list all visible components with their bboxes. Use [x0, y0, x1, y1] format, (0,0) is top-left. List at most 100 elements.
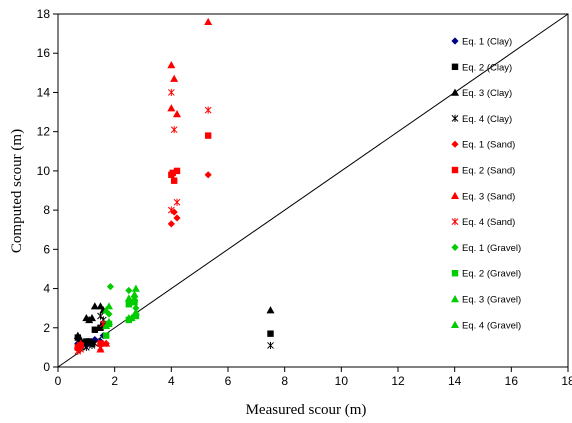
data-point	[131, 299, 138, 306]
data-point	[170, 208, 178, 216]
data-point	[131, 308, 140, 316]
legend-marker	[451, 295, 459, 303]
data-point	[74, 347, 82, 355]
legend-label: Eq. 1 (Sand)	[462, 140, 515, 151]
data-point	[77, 345, 85, 353]
data-point	[127, 298, 136, 306]
legend-label: Eq. 1 (Gravel)	[462, 243, 521, 254]
y-tick-label: 6	[43, 242, 50, 256]
legend-label: Eq. 4 (Sand)	[462, 217, 515, 228]
data-point	[91, 335, 99, 344]
data-point	[73, 331, 82, 339]
legend-marker	[451, 166, 459, 174]
data-point	[266, 306, 275, 314]
legend-marker	[451, 270, 459, 277]
data-point	[102, 321, 111, 330]
data-point	[167, 104, 176, 112]
x-tick-label: 12	[391, 374, 405, 388]
x-tick-label: 4	[168, 374, 175, 388]
x-tick-label: 8	[281, 374, 288, 388]
legend-label: Eq. 4 (Gravel)	[462, 320, 521, 331]
data-point	[267, 330, 274, 337]
data-point	[88, 341, 96, 350]
data-point	[173, 167, 181, 175]
data-point	[132, 312, 140, 320]
data-point	[167, 88, 175, 97]
y-tick-label: 8	[43, 203, 50, 217]
y-tick-label: 10	[37, 164, 51, 178]
data-point	[124, 294, 133, 302]
legend-marker	[451, 191, 459, 199]
data-point	[204, 17, 213, 26]
legend-label: Eq. 2 (Sand)	[462, 166, 515, 177]
x-tick-label: 0	[55, 374, 62, 388]
y-tick-label: 2	[43, 321, 50, 335]
y-tick-label: 14	[37, 85, 51, 99]
y-tick-label: 0	[43, 360, 50, 374]
data-point	[106, 282, 115, 291]
y-tick-label: 4	[43, 282, 50, 296]
x-tick-label: 6	[225, 374, 232, 388]
data-point	[82, 343, 90, 351]
data-point	[102, 306, 111, 314]
data-point	[105, 302, 113, 310]
y-tick-label: 18	[37, 7, 51, 21]
data-point	[91, 339, 99, 348]
axis-ticks: 0 2 4 6 8 10 12 14 16 18 0 2 4 6 8 10 12 14 16 18	[37, 7, 572, 388]
data-point	[173, 198, 181, 206]
legend-label: Eq. 2 (Clay)	[462, 62, 512, 73]
data-point	[267, 341, 274, 350]
legend-label: Eq. 1 (Clay)	[462, 37, 512, 48]
legend-label: Eq. 2 (Gravel)	[462, 269, 521, 280]
data-point	[97, 312, 104, 320]
data-point	[170, 177, 178, 184]
legend-marker	[451, 320, 459, 328]
data-point	[170, 126, 178, 134]
legend: Eq. 1 (Clay) Eq. 2 (Clay) Eq. 3 (Clay) Eq. …	[451, 37, 521, 331]
data-point	[131, 284, 140, 292]
data-point	[96, 302, 105, 310]
data-point	[97, 343, 104, 351]
y-axis-title: Computed scour (m)	[9, 129, 25, 253]
data-point	[105, 310, 113, 318]
data-point	[124, 313, 133, 322]
data-point	[102, 339, 111, 347]
reference-line	[57, 13, 569, 368]
x-tick-label: 10	[335, 374, 349, 388]
legend-marker	[451, 243, 459, 251]
data-point	[76, 339, 85, 347]
legend-marker	[451, 37, 459, 45]
data-point	[173, 110, 181, 118]
x-axis-title: Measured scour (m)	[246, 402, 367, 418]
legend-marker	[451, 140, 459, 148]
data-point	[91, 326, 99, 333]
y-tick-label: 12	[37, 125, 51, 139]
data-point	[167, 220, 175, 228]
legend-marker	[451, 63, 459, 70]
data-point	[88, 313, 96, 322]
data-point	[76, 335, 85, 343]
data-point	[204, 132, 212, 139]
data-point	[105, 317, 113, 326]
legend-marker	[451, 88, 459, 96]
legend-marker	[451, 218, 459, 226]
x-tick-label: 16	[505, 374, 519, 388]
data-point	[90, 302, 99, 310]
legend-label: Eq. 4 (Clay)	[462, 114, 512, 125]
data-point	[170, 74, 179, 82]
data-point	[167, 60, 176, 69]
x-tick-label: 2	[111, 374, 118, 388]
legend-label: Eq. 3 (Sand)	[462, 191, 515, 202]
legend-marker	[451, 114, 459, 122]
data-point	[130, 290, 139, 298]
x-tick-label: 18	[561, 374, 572, 388]
data-point	[125, 286, 133, 295]
legend-label: Eq. 3 (Clay)	[462, 88, 512, 99]
data-point	[130, 294, 139, 302]
data-point	[97, 340, 104, 347]
legend-label: Eq. 3 (Gravel)	[462, 295, 521, 306]
y-tick-label: 16	[37, 46, 51, 60]
x-tick-label: 14	[448, 374, 462, 388]
data-point	[167, 206, 175, 214]
